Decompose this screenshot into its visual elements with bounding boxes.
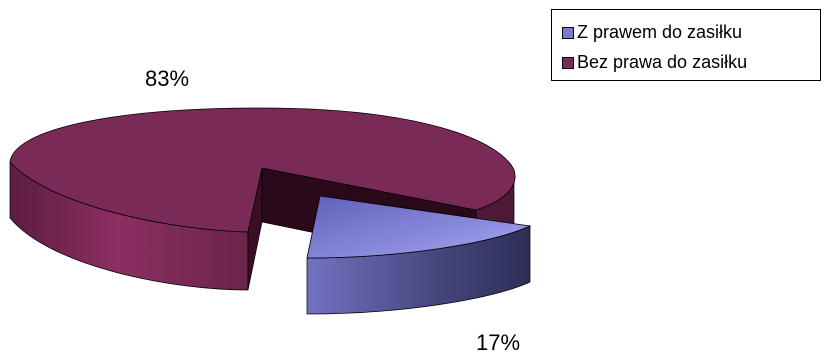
label-17: 17%: [476, 330, 520, 353]
legend-item-bez-prawa: Bez prawa do zasiłku: [562, 52, 747, 73]
slice-z-prawem: [306, 195, 532, 259]
legend-label-bez-prawa: Bez prawa do zasiłku: [577, 52, 748, 72]
legend-swatch-z-prawem: [562, 26, 574, 39]
legend-item-z-prawem: Z prawem do zasiłku: [562, 22, 742, 43]
legend-swatch-bez-prawa: [562, 56, 574, 69]
legend-label-z-prawem: Z prawem do zasiłku: [577, 22, 743, 42]
chart-legend: Z prawem do zasiłku Bez prawa do zasiłku: [551, 9, 821, 81]
label-83: 83%: [145, 66, 189, 91]
slice-bez-prawa: [9, 107, 516, 233]
